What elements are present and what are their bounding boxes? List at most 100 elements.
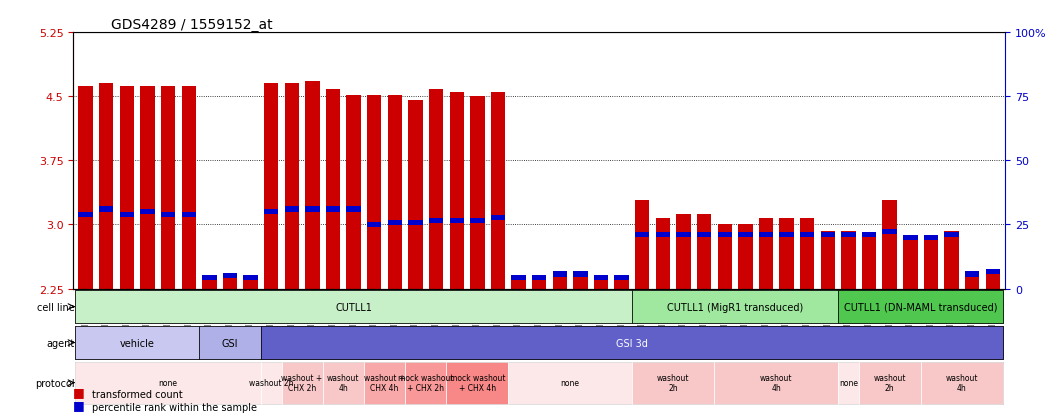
Bar <box>883 201 897 289</box>
Bar <box>717 225 732 289</box>
Text: CUTLL1 (DN-MAML transduced): CUTLL1 (DN-MAML transduced) <box>844 302 998 312</box>
Bar <box>387 221 402 226</box>
Text: agent: agent <box>46 338 74 348</box>
FancyBboxPatch shape <box>322 362 364 404</box>
Bar <box>532 275 547 280</box>
Text: mock washout
+ CHX 4h: mock washout + CHX 4h <box>449 373 505 392</box>
Bar <box>347 207 361 212</box>
Bar <box>923 237 938 289</box>
Bar <box>387 95 402 289</box>
Bar <box>161 212 175 217</box>
Bar <box>800 233 815 237</box>
Bar <box>285 84 299 289</box>
FancyBboxPatch shape <box>920 362 1003 404</box>
FancyBboxPatch shape <box>75 291 632 323</box>
Bar <box>985 269 1000 274</box>
Bar <box>532 278 547 289</box>
Text: CUTLL1 (MigR1 transduced): CUTLL1 (MigR1 transduced) <box>667 302 803 312</box>
Text: washout +
CHX 4h: washout + CHX 4h <box>364 373 405 392</box>
Bar <box>655 218 670 289</box>
Text: cell line: cell line <box>37 302 74 312</box>
Bar <box>779 233 794 237</box>
Bar <box>573 274 587 289</box>
FancyBboxPatch shape <box>839 291 1003 323</box>
Bar <box>655 233 670 237</box>
Bar <box>306 82 319 289</box>
Bar <box>904 237 917 289</box>
Bar <box>367 95 381 289</box>
Bar <box>944 233 959 237</box>
Text: ■: ■ <box>73 398 85 411</box>
FancyBboxPatch shape <box>405 362 446 404</box>
Bar <box>470 218 485 223</box>
FancyBboxPatch shape <box>75 362 1003 404</box>
Bar <box>676 233 691 237</box>
Bar <box>841 232 855 289</box>
Bar <box>636 201 649 289</box>
Bar <box>491 216 506 221</box>
FancyBboxPatch shape <box>839 362 859 404</box>
Bar <box>470 97 485 289</box>
Bar <box>862 235 876 289</box>
FancyBboxPatch shape <box>75 291 1003 323</box>
FancyBboxPatch shape <box>446 362 508 404</box>
Bar <box>491 93 506 289</box>
FancyBboxPatch shape <box>282 362 322 404</box>
FancyBboxPatch shape <box>632 362 714 404</box>
Bar <box>408 101 423 289</box>
Text: ■: ■ <box>73 386 85 399</box>
Bar <box>140 209 155 215</box>
Bar <box>119 87 134 289</box>
FancyBboxPatch shape <box>75 362 261 404</box>
Bar <box>223 273 238 279</box>
FancyBboxPatch shape <box>859 362 920 404</box>
Bar <box>759 233 773 237</box>
Bar <box>326 90 340 289</box>
Bar <box>779 218 794 289</box>
Bar <box>759 218 773 289</box>
Bar <box>181 212 196 217</box>
Bar <box>119 212 134 217</box>
FancyBboxPatch shape <box>261 362 282 404</box>
Bar <box>99 207 113 212</box>
Bar <box>511 278 526 289</box>
FancyBboxPatch shape <box>75 327 199 359</box>
Text: transformed count: transformed count <box>92 389 183 399</box>
Bar <box>99 84 113 289</box>
Bar <box>79 87 93 289</box>
Bar <box>264 84 279 289</box>
Text: washout
2h: washout 2h <box>873 373 906 392</box>
Bar <box>181 87 196 289</box>
Bar <box>573 272 587 277</box>
Bar <box>553 274 567 289</box>
Bar <box>883 229 897 234</box>
Text: vehicle: vehicle <box>119 338 155 348</box>
Text: CUTLL1: CUTLL1 <box>335 302 372 312</box>
Bar <box>800 218 815 289</box>
Text: none: none <box>560 378 580 387</box>
Bar <box>615 275 629 280</box>
Bar <box>243 275 258 280</box>
Bar <box>841 233 855 237</box>
Bar <box>821 233 836 237</box>
Text: percentile rank within the sample: percentile rank within the sample <box>92 402 258 412</box>
Bar <box>408 221 423 226</box>
Bar <box>223 276 238 289</box>
Bar <box>553 272 567 277</box>
Bar <box>264 209 279 215</box>
Bar <box>738 233 753 237</box>
Text: GSI 3d: GSI 3d <box>616 338 648 348</box>
Bar <box>944 232 959 289</box>
FancyBboxPatch shape <box>364 362 405 404</box>
Bar <box>697 233 711 237</box>
Text: GSI: GSI <box>222 338 239 348</box>
Bar <box>615 278 629 289</box>
Text: none: none <box>159 378 178 387</box>
Bar <box>594 278 608 289</box>
Bar <box>594 275 608 280</box>
Bar <box>429 218 443 223</box>
Text: washout
2h: washout 2h <box>656 373 690 392</box>
FancyBboxPatch shape <box>199 327 261 359</box>
Bar <box>717 233 732 237</box>
Bar <box>202 275 217 280</box>
